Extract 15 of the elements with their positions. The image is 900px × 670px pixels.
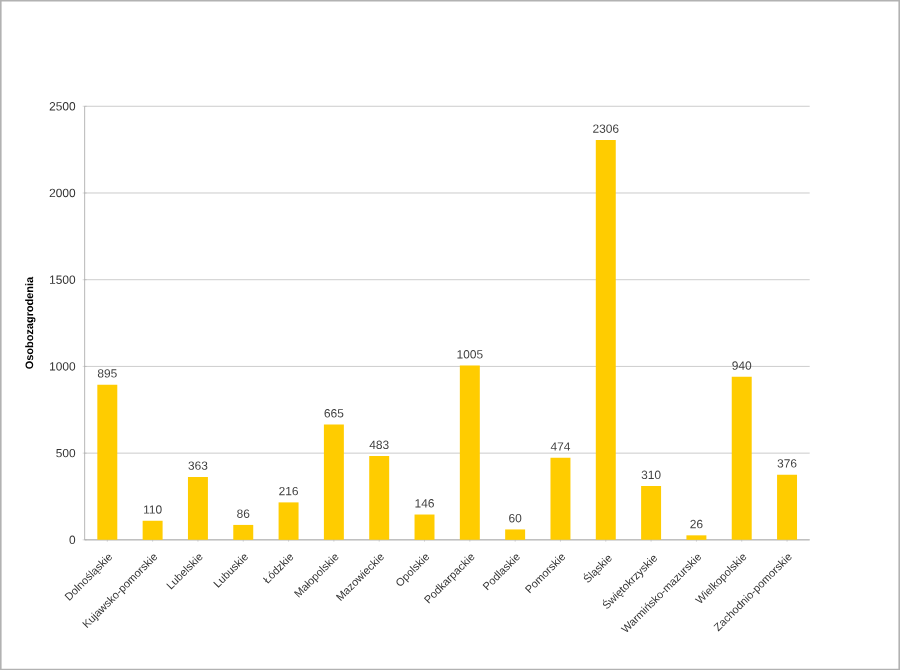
bar — [550, 457, 571, 540]
bar — [97, 384, 118, 540]
bar — [369, 455, 390, 540]
bar — [323, 424, 344, 540]
bar — [142, 520, 163, 540]
bar — [777, 474, 798, 540]
bar — [187, 476, 208, 540]
bar — [731, 376, 752, 540]
bar — [414, 514, 435, 540]
bar — [595, 139, 616, 540]
bar — [641, 485, 662, 540]
bar — [459, 365, 480, 540]
bar — [233, 524, 254, 540]
bar — [278, 502, 299, 540]
bar — [505, 529, 526, 540]
